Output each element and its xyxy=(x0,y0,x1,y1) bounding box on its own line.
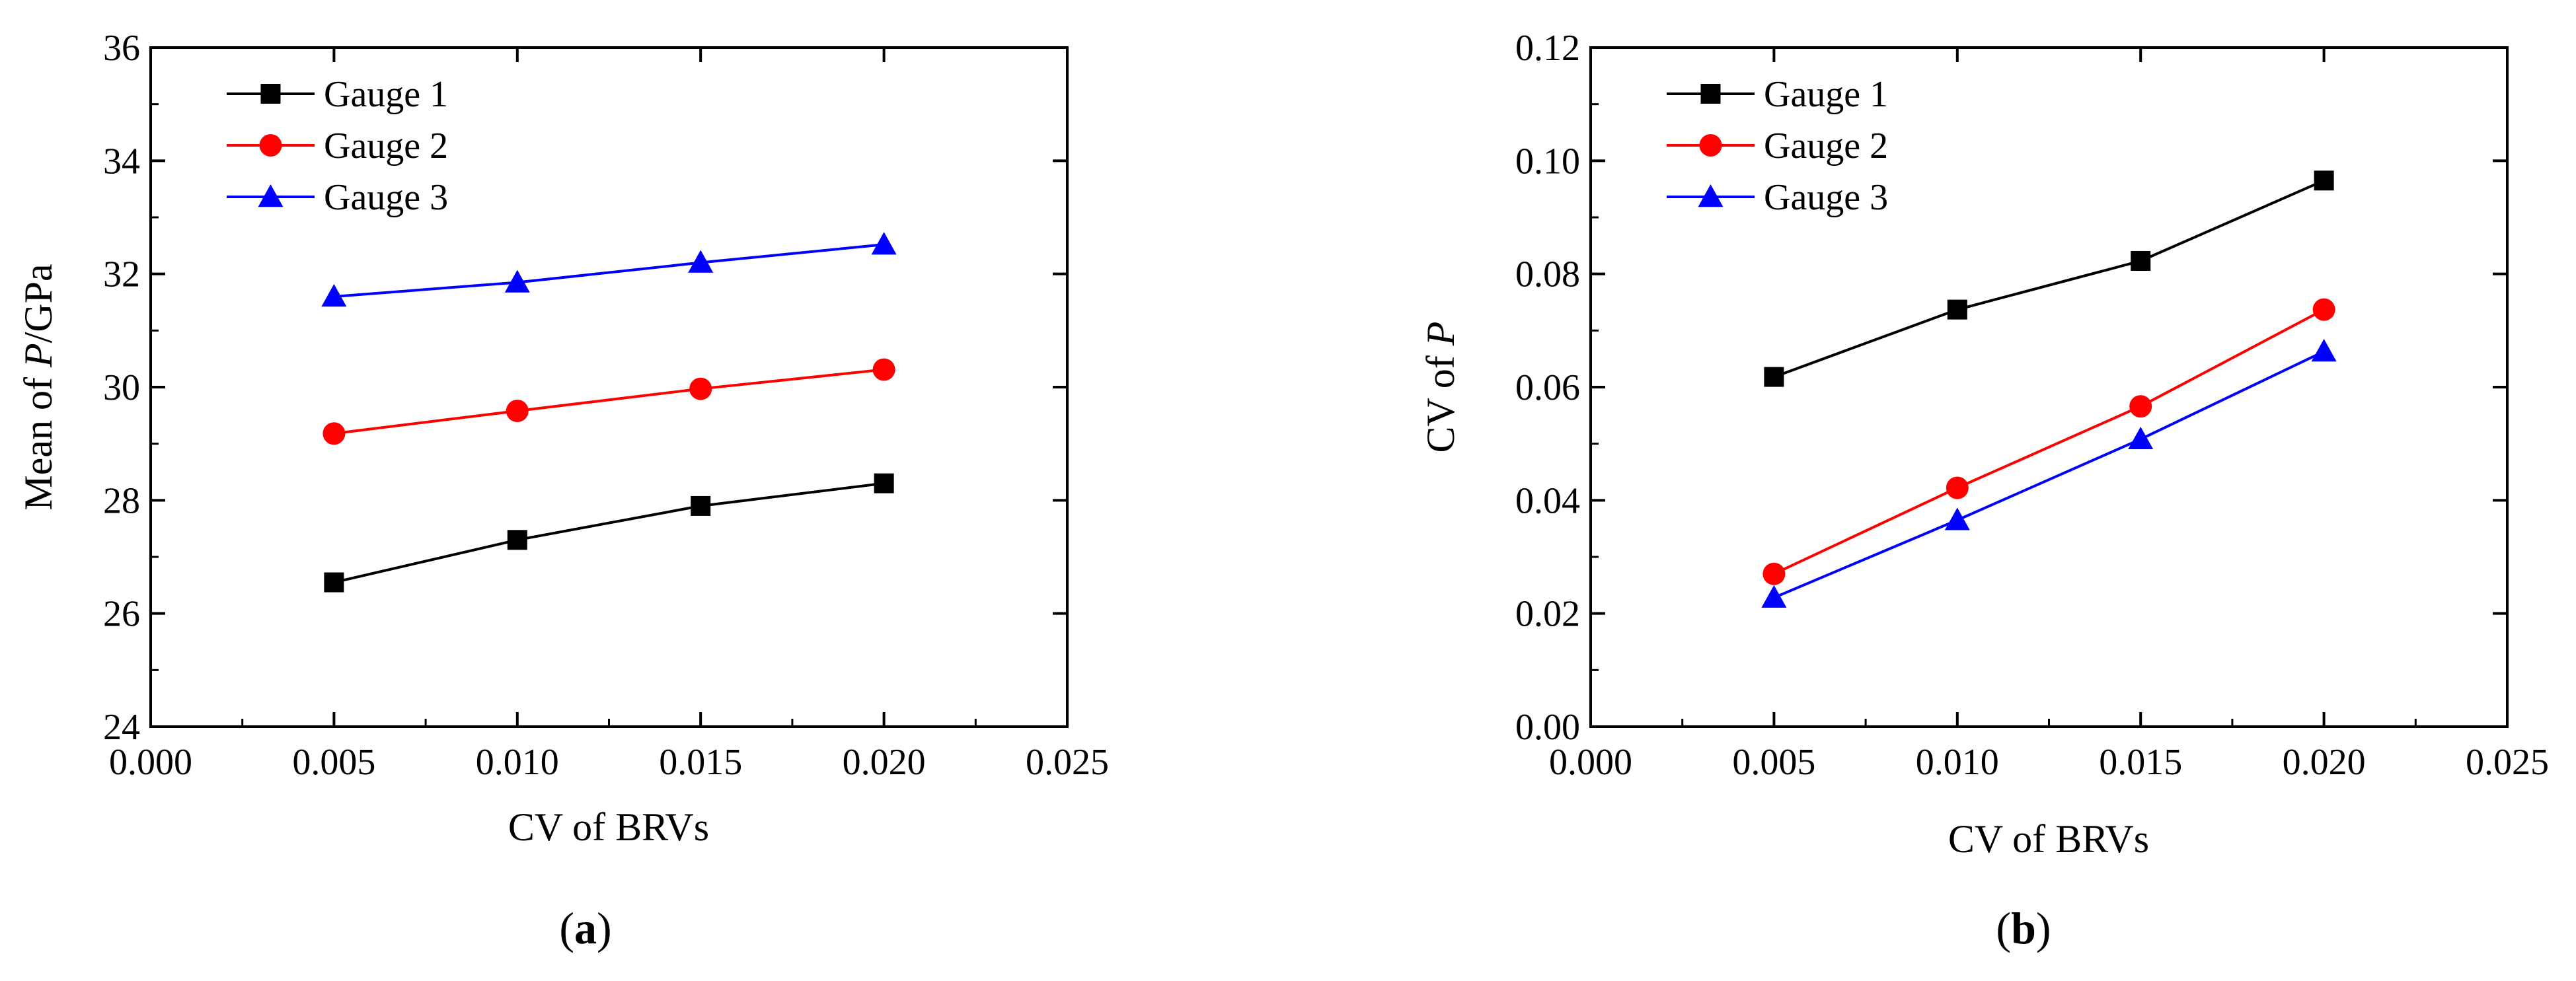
legend-label: Gauge 2 xyxy=(1764,126,1888,166)
data-point-gauge-2 xyxy=(2312,298,2335,321)
series-line-gauge-1 xyxy=(1773,179,2325,379)
data-point-gauge-1 xyxy=(691,495,711,516)
series-line-gauge-1 xyxy=(333,482,884,584)
legend-marker xyxy=(1698,184,1724,207)
x-tick-label: 0.005 xyxy=(292,742,375,783)
y-tick-label: 0.06 xyxy=(1515,367,1580,408)
x-tick-label: 0.005 xyxy=(1732,742,1815,783)
y-tick-label: 0.08 xyxy=(1515,254,1580,295)
legend-label: Gauge 2 xyxy=(324,126,448,166)
series-layer xyxy=(1761,170,2337,608)
legend-label: Gauge 3 xyxy=(324,177,448,218)
y-tick-label: 0.04 xyxy=(1515,480,1580,521)
y-axis-title: CV of P xyxy=(1419,322,1462,453)
y-tick-label: 0.12 xyxy=(1515,28,1580,69)
tick-labels: 0.000 0.005 0.010 0.015 0.020 0.025 0.00 0.02 0.… xyxy=(1515,28,2549,783)
y-tick-label: 28 xyxy=(103,480,140,521)
legend-marker xyxy=(1700,84,1721,104)
data-point-gauge-1 xyxy=(324,572,344,593)
y-tick-label: 26 xyxy=(103,594,140,635)
data-point-gauge-2 xyxy=(689,377,712,400)
legend-label: Gauge 1 xyxy=(1764,74,1888,115)
data-point-gauge-3 xyxy=(1761,585,1787,608)
x-axis-title: CV of BRVs xyxy=(508,805,709,849)
legend-label: Gauge 1 xyxy=(324,74,448,115)
plot-frame xyxy=(1589,46,2509,728)
x-tick-label: 0.015 xyxy=(2099,742,2182,783)
x-tick-label: 0.020 xyxy=(2283,742,2366,783)
data-point-gauge-1 xyxy=(1764,367,1784,387)
data-point-gauge-1 xyxy=(2314,170,2334,191)
x-tick-label: 0.020 xyxy=(843,742,926,783)
data-point-gauge-1 xyxy=(874,473,894,493)
x-tick-label: 0.000 xyxy=(1549,742,1632,783)
y-tick-label: 34 xyxy=(103,141,140,182)
data-point-gauge-3 xyxy=(871,232,897,255)
data-point-gauge-2 xyxy=(1762,562,1786,585)
x-tick-label: 0.010 xyxy=(1916,742,1999,783)
x-tick-label: 0.015 xyxy=(659,742,742,783)
x-tick-label: 0.010 xyxy=(476,742,559,783)
data-point-gauge-3 xyxy=(2311,339,2337,362)
series-line-gauge-2 xyxy=(334,368,884,435)
y-tick-label: 0.02 xyxy=(1515,594,1580,635)
data-point-gauge-3 xyxy=(321,283,347,307)
plot-frame xyxy=(149,46,1069,728)
legend-marker xyxy=(258,184,284,207)
y-axis-title: Mean of P/GPa xyxy=(17,264,60,510)
tick-labels: 0.000 0.005 0.010 0.015 0.020 0.025 24 26 28 30 32… xyxy=(103,28,1109,783)
legend-label: Gauge 3 xyxy=(1764,177,1888,218)
y-tick-label: 0.00 xyxy=(1515,707,1580,748)
data-point-gauge-2 xyxy=(322,422,346,445)
axis-ticks xyxy=(1589,46,2509,728)
series-layer xyxy=(321,232,897,593)
legend-marker xyxy=(260,84,281,104)
y-tick-label: 0.10 xyxy=(1515,141,1580,182)
data-point-gauge-2 xyxy=(506,399,529,422)
data-point-gauge-2 xyxy=(2129,395,2152,418)
y-tick-label: 30 xyxy=(103,367,140,408)
y-tick-label: 24 xyxy=(103,707,140,748)
x-tick-label: 0.025 xyxy=(2466,742,2549,783)
x-tick-label: 0.025 xyxy=(1026,742,1109,783)
data-point-gauge-1 xyxy=(1947,299,1967,320)
legend-marker xyxy=(259,134,282,157)
data-point-gauge-3 xyxy=(1944,507,1970,530)
y-tick-label: 36 xyxy=(103,28,140,69)
chart-panel-b: 0.000 0.005 0.010 0.015 0.020 0.025 0.00 0.02 0.… xyxy=(1419,28,2549,953)
series-line-gauge-3 xyxy=(334,243,884,298)
panel-label: (a) xyxy=(559,903,611,953)
data-point-gauge-2 xyxy=(872,358,895,381)
series-line-gauge-3 xyxy=(1773,350,2325,599)
data-point-gauge-1 xyxy=(2131,250,2151,271)
legend: Gauge 1 Gauge 2 Gauge 3 xyxy=(1667,74,1888,218)
axis-ticks xyxy=(149,46,1069,728)
data-point-gauge-3 xyxy=(504,270,530,293)
chart-panel-a: 0.000 0.005 0.010 0.015 0.020 0.025 24 26 28 30 32… xyxy=(17,28,1109,953)
x-axis-title: CV of BRVs xyxy=(1948,817,2149,861)
series-line-gauge-2 xyxy=(1773,308,2325,575)
data-point-gauge-3 xyxy=(2128,426,2154,450)
data-point-gauge-3 xyxy=(688,250,714,273)
legend-marker xyxy=(1699,134,1722,157)
y-tick-label: 32 xyxy=(103,254,140,295)
data-point-gauge-2 xyxy=(1946,476,1969,499)
legend: Gauge 1 Gauge 2 Gauge 3 xyxy=(227,74,448,218)
panel-label: (b) xyxy=(1996,903,2051,953)
x-tick-label: 0.000 xyxy=(109,742,192,783)
data-point-gauge-1 xyxy=(507,530,527,550)
